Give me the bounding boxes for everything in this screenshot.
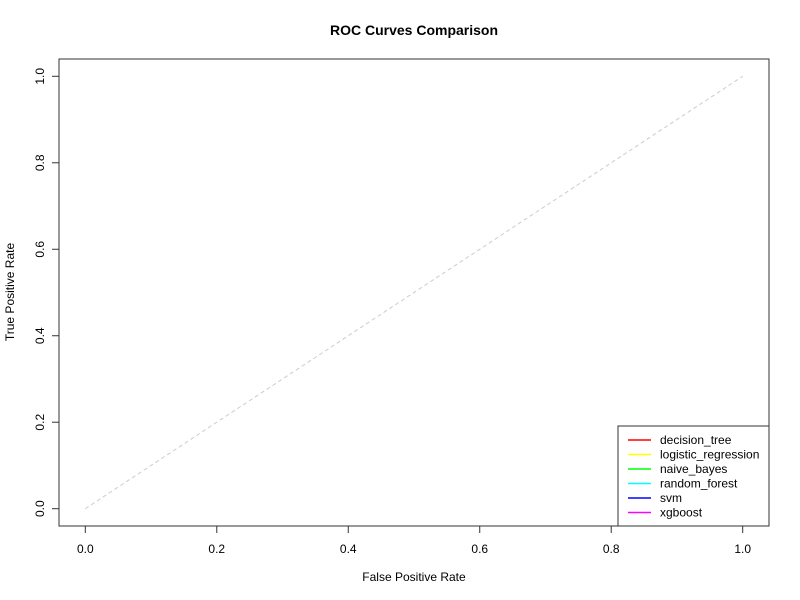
legend-box	[617, 425, 770, 527]
y-axis: 0.0 0.2 0.4 0.6 0.8 1.0	[33, 68, 60, 517]
legend-label-naive-bayes: naive_bayes	[660, 462, 727, 476]
legend-label-logistic-regression: logistic_regression	[660, 448, 759, 462]
y-tick-label: 0.0	[33, 500, 47, 517]
legend-label-random-forest: random_forest	[660, 477, 738, 491]
x-axis-label: False Positive Rate	[362, 570, 466, 584]
legend-label-decision-tree: decision_tree	[660, 433, 732, 447]
legend-label-svm: svm	[660, 491, 682, 505]
diagonal-reference-line	[85, 75, 743, 510]
y-tick-label: 0.4	[33, 327, 47, 344]
y-tick-label: 0.8	[33, 154, 47, 171]
x-tick-label: 0.6	[471, 542, 488, 556]
y-axis-label: True Positive Rate	[3, 243, 17, 342]
y-tick-label: 1.0	[33, 68, 47, 85]
legend-label-xgboost: xgboost	[660, 506, 703, 520]
chart-title: ROC Curves Comparison	[330, 22, 498, 38]
x-tick-label: 0.4	[340, 542, 357, 556]
x-tick-label: 0.2	[208, 542, 225, 556]
x-tick-label: 0.0	[77, 542, 94, 556]
x-tick-label: 0.8	[603, 542, 620, 556]
y-tick-label: 0.2	[33, 414, 47, 431]
y-tick-label: 0.6	[33, 241, 47, 258]
x-tick-label: 1.0	[734, 542, 751, 556]
legend: decision_treelogistic_regressionnaive_ba…	[617, 425, 770, 527]
x-axis: 0.0 0.2 0.4 0.6 0.8 1.0	[77, 525, 751, 556]
